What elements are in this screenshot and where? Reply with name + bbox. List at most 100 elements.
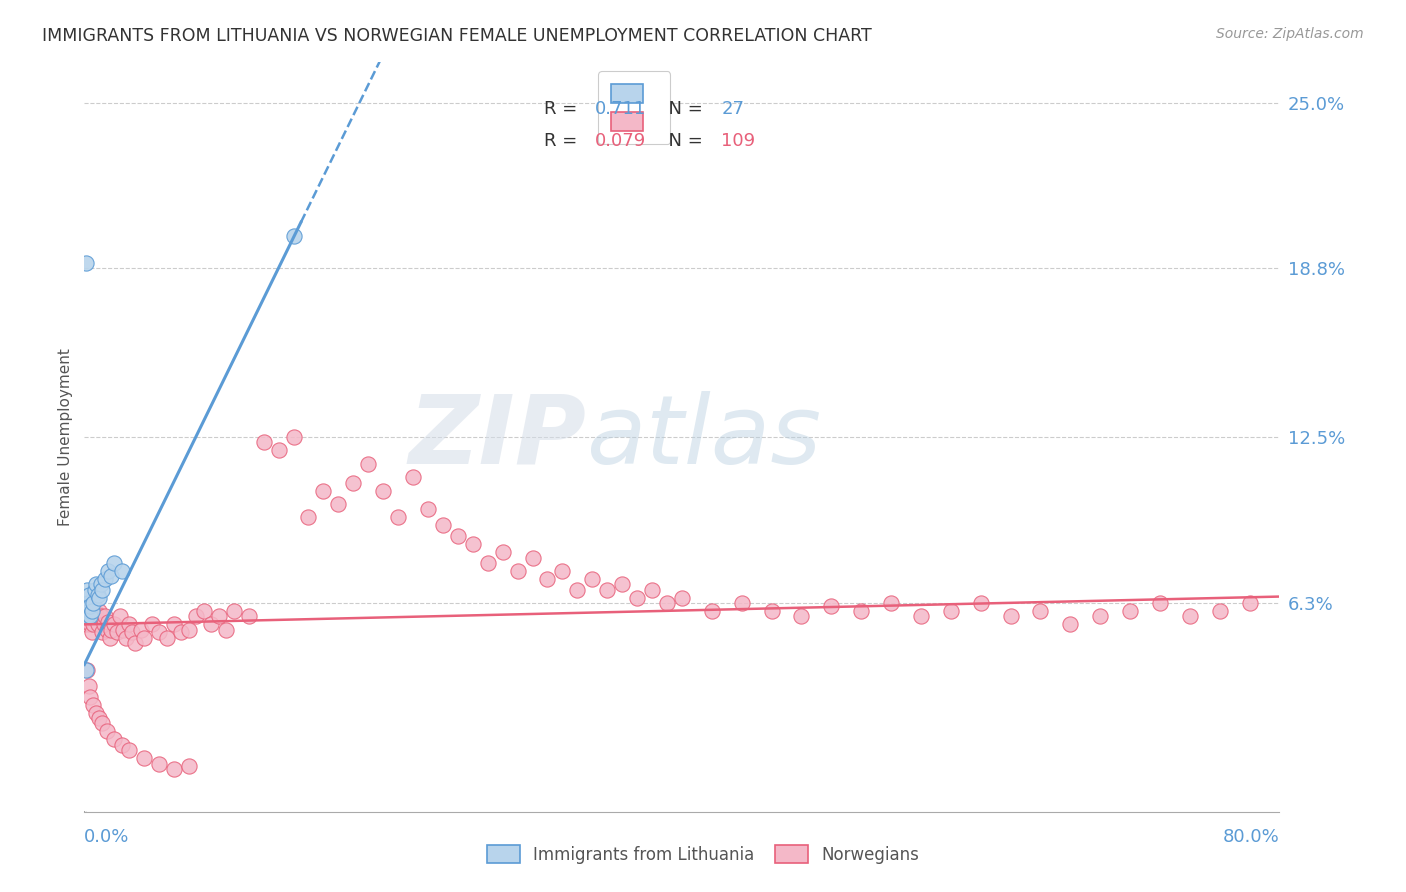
Text: R =: R = [544,100,583,118]
Point [91,716,114,731]
Point [283,430,305,444]
Point [186,609,208,624]
Point [96,623,118,637]
Point [851,604,873,618]
Point [700,604,723,618]
Point [87,617,110,632]
Point [80,625,103,640]
Point [910,609,932,624]
Point [75,663,97,677]
Point [177,623,200,637]
Text: R =: R = [84,811,87,812]
Y-axis label: Female Unemployment: Female Unemployment [58,348,73,526]
Point [80,609,103,624]
Point [86,706,108,720]
Point [90,609,112,624]
Text: ZIP: ZIP [408,391,586,483]
Point [761,604,783,618]
Point [148,625,170,640]
Point [75,599,97,613]
Point [193,604,215,618]
Point [447,529,470,543]
Point [1029,604,1052,618]
Point [77,588,100,602]
Point [155,631,177,645]
Point [522,550,544,565]
Point [551,564,574,578]
Point [1209,604,1232,618]
Point [124,636,146,650]
Point [148,756,170,771]
Point [91,625,114,640]
Point [89,711,111,725]
Point [731,596,754,610]
Point [98,631,121,645]
Text: 0.0%: 0.0% [84,828,129,846]
Point [83,582,105,597]
Point [94,572,117,586]
Point [86,577,108,591]
Text: R =: R = [544,132,583,150]
Point [1149,596,1171,610]
Point [76,609,98,624]
Point [82,698,104,712]
Point [89,604,111,618]
Point [90,577,112,591]
Point [94,609,117,624]
Point [132,751,156,765]
Point [461,537,484,551]
Point [163,617,186,632]
Point [129,623,152,637]
Legend: Immigrants from Lithuania, Norwegians: Immigrants from Lithuania, Norwegians [479,838,927,871]
Point [86,609,108,624]
Point [312,483,335,498]
Point [97,615,120,629]
Point [132,631,156,645]
Point [1119,604,1142,618]
Point [1090,609,1112,624]
Point [100,569,122,583]
Point [91,582,114,597]
Point [96,724,118,739]
Point [387,510,409,524]
Text: N =: N = [657,132,709,150]
Point [110,609,132,624]
Point [75,591,97,605]
Point [76,596,98,610]
Point [671,591,693,605]
Point [970,596,993,610]
Point [200,617,222,632]
Text: 27: 27 [721,100,744,118]
Text: Source: ZipAtlas.com: Source: ZipAtlas.com [1216,27,1364,41]
Point [97,564,120,578]
Point [177,759,200,773]
Point [880,596,903,610]
Point [79,690,101,704]
Point [215,623,238,637]
Point [77,679,100,693]
Point [121,625,143,640]
Point [567,582,589,597]
Point [581,572,603,586]
Point [77,604,100,618]
Point [79,617,101,632]
Point [76,591,98,605]
Point [208,609,231,624]
Point [820,599,842,613]
Point [163,762,186,776]
Point [267,443,290,458]
Text: IMMIGRANTS FROM LITHUANIA VS NORWEGIAN FEMALE UNEMPLOYMENT CORRELATION CHART: IMMIGRANTS FROM LITHUANIA VS NORWEGIAN F… [42,27,872,45]
Point [1059,617,1081,632]
Point [77,596,100,610]
Point [75,609,97,624]
Point [76,604,98,618]
Point [283,229,305,244]
Point [75,596,97,610]
Point [477,556,499,570]
Point [100,623,122,637]
Point [112,623,135,637]
Point [111,738,134,752]
Point [253,435,276,450]
Text: N =: N = [657,100,709,118]
Point [373,483,395,498]
